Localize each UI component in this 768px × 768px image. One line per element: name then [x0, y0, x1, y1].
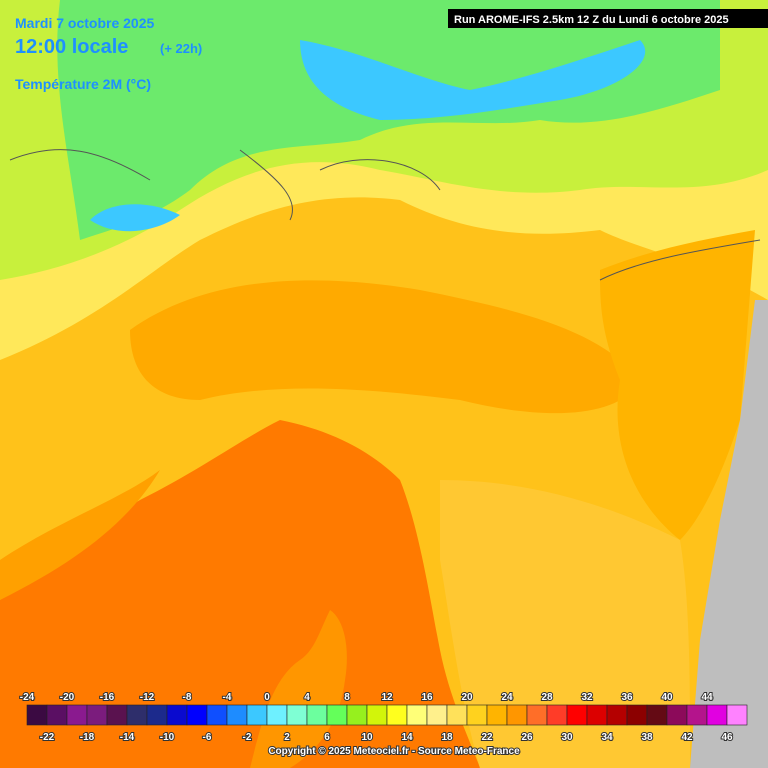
- alps-high: [300, 40, 646, 120]
- alps-high: [90, 204, 180, 232]
- legend-swatch: [126, 704, 148, 726]
- valley: [130, 280, 640, 414]
- legend-swatch: [326, 704, 348, 726]
- legend-label: 6: [324, 732, 330, 743]
- legend-label: -14: [120, 732, 135, 743]
- corsica: [250, 610, 347, 768]
- legend-label: -4: [223, 692, 232, 703]
- sea: [0, 420, 480, 768]
- legend-swatch: [646, 704, 668, 726]
- legend-label: 32: [581, 692, 593, 703]
- legend-swatch: [206, 704, 228, 726]
- legend-label: -16: [100, 692, 115, 703]
- legend-swatch: [186, 704, 208, 726]
- legend-label: -18: [80, 732, 95, 743]
- legend-swatch: [346, 704, 368, 726]
- legend-label: 36: [621, 692, 633, 703]
- legend-label: 0: [264, 692, 270, 703]
- legend-label: 24: [501, 692, 513, 703]
- date: Mardi 7 octobre 2025: [15, 15, 154, 31]
- legend-label: -10: [160, 732, 175, 743]
- legend-swatch: [486, 704, 508, 726]
- legend-swatch: [286, 704, 308, 726]
- legend-swatch: [666, 704, 688, 726]
- legend-label: 46: [721, 732, 733, 743]
- legend-swatch: [26, 704, 48, 726]
- legend-swatch: [706, 704, 728, 726]
- legend-label: 16: [421, 692, 433, 703]
- legend-swatch: [226, 704, 248, 726]
- alps-mid: [57, 0, 720, 240]
- lead-time: (+ 22h): [160, 41, 202, 56]
- legend-label: 18: [441, 732, 453, 743]
- run-info: Run AROME-IFS 2.5km 12 Z du Lundi 6 octo…: [454, 14, 729, 26]
- legend-swatch: [86, 704, 108, 726]
- legend-swatch: [586, 704, 608, 726]
- time: 12:00 locale: [15, 36, 128, 58]
- legend-label: -2: [243, 732, 252, 743]
- legend-label: 20: [461, 692, 473, 703]
- legend-swatch: [66, 704, 88, 726]
- legend-label: 14: [401, 732, 413, 743]
- legend-label: 38: [641, 732, 653, 743]
- legend-label: 4: [304, 692, 310, 703]
- legend-swatch: [726, 704, 748, 726]
- legend-swatch: [386, 704, 408, 726]
- legend-swatch: [546, 704, 568, 726]
- run-box: [448, 9, 768, 28]
- no-data: [690, 300, 768, 768]
- legend-swatch: [166, 704, 188, 726]
- legend-swatch: [526, 704, 548, 726]
- legend-label: 42: [681, 732, 693, 743]
- legend-swatch: [466, 704, 488, 726]
- legend-swatch: [306, 704, 328, 726]
- legend-swatch: [146, 704, 168, 726]
- legend-label: 26: [521, 732, 533, 743]
- legend-label: 10: [361, 732, 373, 743]
- legend-swatch: [266, 704, 288, 726]
- copyright: Copyright © 2025 Meteociel.fr - Source M…: [268, 746, 520, 757]
- legend-swatch: [366, 704, 388, 726]
- legend-swatch: [626, 704, 648, 726]
- coast: [0, 470, 160, 600]
- legend-label: 40: [661, 692, 673, 703]
- legend-label: -22: [40, 732, 55, 743]
- legend-label: 8: [344, 692, 350, 703]
- legend-label: 30: [561, 732, 573, 743]
- border: [9, 149, 761, 281]
- legend-swatch: [406, 704, 428, 726]
- legend-swatch: [46, 704, 68, 726]
- legend-label: 12: [381, 692, 393, 703]
- legend-swatch: [686, 704, 708, 726]
- legend-swatch: [566, 704, 588, 726]
- legend-swatch: [246, 704, 268, 726]
- legend-label: 28: [541, 692, 553, 703]
- adriatic-sea: [600, 230, 755, 540]
- legend-swatch: [106, 704, 128, 726]
- legend-swatch: [606, 704, 628, 726]
- legend-label: -24: [20, 692, 35, 703]
- legend-label: 22: [481, 732, 493, 743]
- legend-label: -12: [140, 692, 155, 703]
- parameter: Température 2M (°C): [15, 76, 151, 92]
- legend-label: -20: [60, 692, 75, 703]
- legend: -24-22-20-18-16-14-12-10-8-6-4-202468101…: [19, 691, 748, 744]
- legend-label: 2: [284, 732, 290, 743]
- legend-label: 34: [601, 732, 613, 743]
- legend-swatch: [426, 704, 448, 726]
- legend-swatch: [506, 704, 528, 726]
- legend-swatch: [446, 704, 468, 726]
- tuscany: [440, 480, 690, 768]
- legend-label: -8: [183, 692, 192, 703]
- legend-label: 44: [701, 692, 713, 703]
- legend-label: -6: [203, 732, 212, 743]
